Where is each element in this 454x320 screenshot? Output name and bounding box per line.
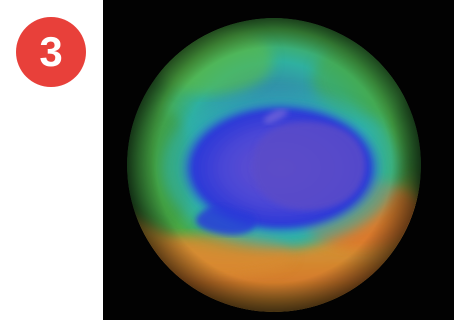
globe-illustration	[103, 0, 454, 320]
step-number-badge: 3	[16, 17, 86, 87]
ozone-hole-image	[103, 0, 454, 320]
